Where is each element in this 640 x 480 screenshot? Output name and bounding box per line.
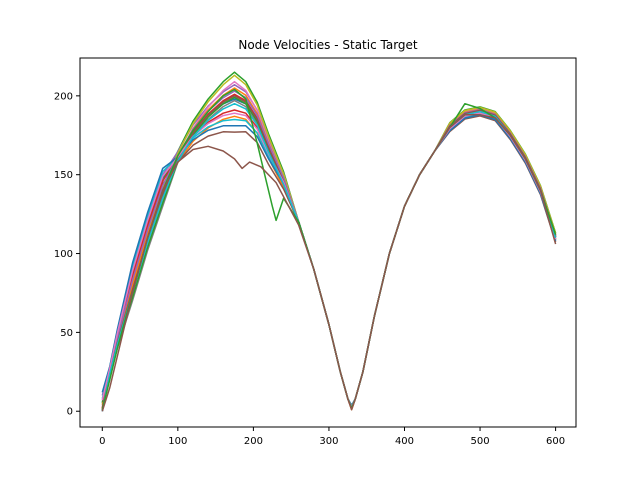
x-tick-label: 300 <box>319 436 338 447</box>
x-axis: 0 100 200 300 400 500 600 <box>99 427 565 447</box>
y-tick-label: 50 <box>60 328 73 339</box>
x-tick-label: 0 <box>99 436 105 447</box>
x-tick-label: 400 <box>395 436 414 447</box>
y-tick-label: 200 <box>54 91 73 102</box>
x-tick-label: 100 <box>168 436 187 447</box>
y-tick-label: 150 <box>54 170 73 181</box>
x-tick-label: 500 <box>471 436 490 447</box>
y-axis: 0 50 100 150 200 <box>54 91 80 418</box>
x-tick-label: 200 <box>244 436 263 447</box>
series-line-19 <box>101 114 557 412</box>
x-tick-label: 600 <box>546 436 565 447</box>
y-tick-label: 100 <box>54 249 73 260</box>
plot-frame <box>79 57 577 428</box>
series-layer <box>101 71 557 412</box>
chart-title: Node Velocities - Static Target <box>238 38 418 52</box>
y-tick-label: 0 <box>67 407 73 418</box>
